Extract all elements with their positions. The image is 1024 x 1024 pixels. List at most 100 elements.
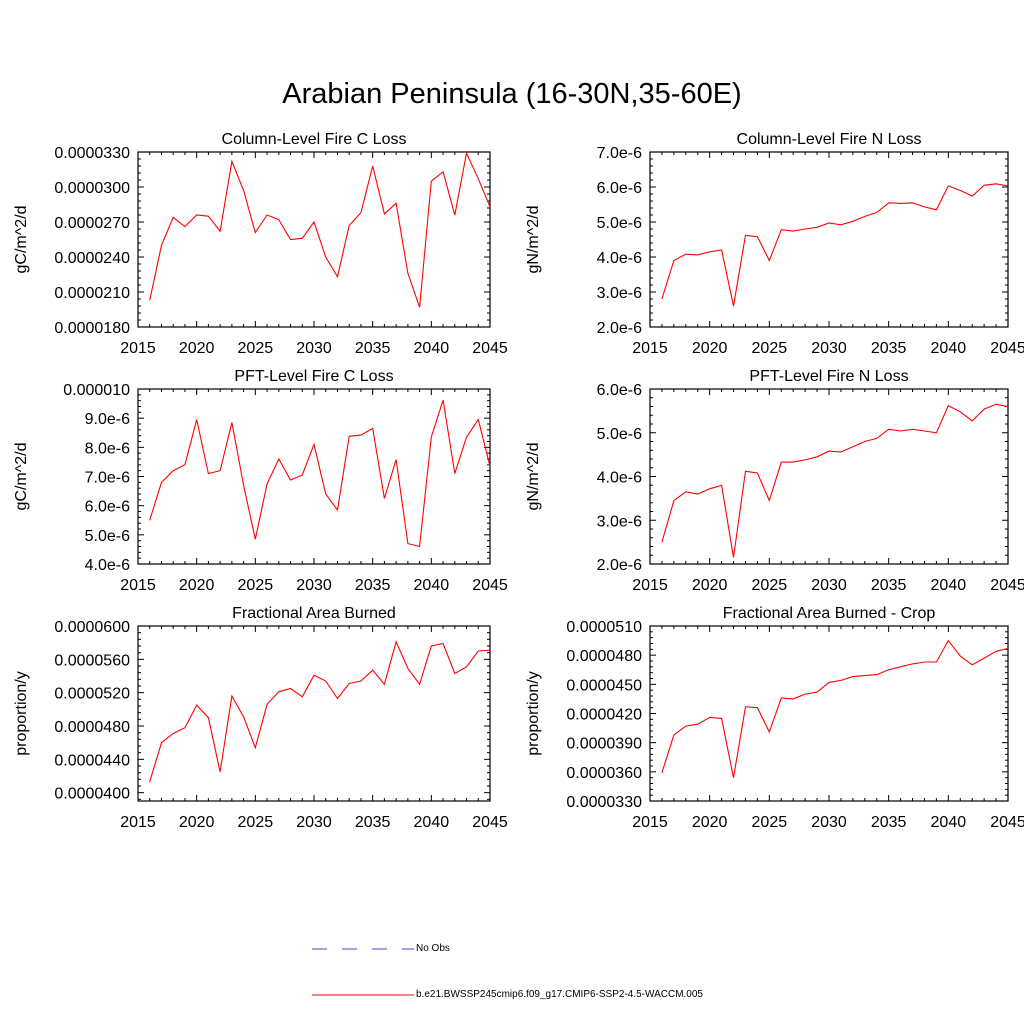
chart-title: PFT-Level Fire C Loss — [234, 368, 393, 385]
x-tick-label: 2030 — [296, 340, 332, 357]
y-axis-label: gN/m^2/d — [525, 206, 542, 274]
series-line — [149, 399, 491, 548]
x-tick-label: 2020 — [692, 577, 728, 594]
x-tick-label: 2040 — [414, 577, 450, 594]
y-tick-label: 3.0e-6 — [597, 513, 642, 530]
x-tick-label: 2025 — [752, 814, 788, 831]
y-tick-label: 0.0000440 — [54, 752, 130, 769]
y-tick-label: 2.0e-6 — [597, 320, 642, 337]
y-tick-label: 4.0e-6 — [85, 557, 130, 574]
x-tick-label: 2040 — [931, 340, 967, 357]
y-tick-label: 0.0000180 — [54, 320, 130, 337]
legend-swatch-model — [312, 994, 414, 996]
x-tick-label: 2035 — [871, 814, 907, 831]
chart-title: Fractional Area Burned — [232, 605, 396, 622]
y-tick-label: 7.0e-6 — [597, 145, 642, 162]
x-tick-label: 2045 — [990, 814, 1024, 831]
x-tick-label: 2020 — [692, 340, 728, 357]
y-tick-label: 6.0e-6 — [597, 382, 642, 399]
x-tick-label: 2035 — [355, 577, 391, 594]
x-tick-label: 2025 — [238, 577, 274, 594]
x-tick-label: 2030 — [811, 814, 847, 831]
chart-title: Fractional Area Burned - Crop — [723, 605, 936, 622]
y-tick-label: 0.0000480 — [54, 719, 130, 736]
x-tick-label: 2015 — [632, 577, 668, 594]
x-tick-label: 2045 — [472, 340, 508, 357]
y-tick-label: 5.0e-6 — [85, 528, 130, 545]
y-tick-label: 0.0000330 — [54, 145, 130, 162]
x-tick-label: 2040 — [414, 340, 450, 357]
x-tick-label: 2020 — [692, 814, 728, 831]
panel-3: PFT-Level Fire C Loss gC/m^2/d 2015 2020 202… — [13, 368, 508, 594]
y-axis-label: proportion/y — [525, 671, 542, 756]
y-tick-label: 0.0000400 — [54, 786, 130, 803]
chart-title: Column-Level Fire C Loss — [222, 131, 407, 148]
y-axis-label: gC/m^2/d — [13, 443, 30, 511]
y-tick-label: 0.0000600 — [54, 619, 130, 636]
x-tick-label: 2035 — [871, 577, 907, 594]
x-tick-label: 2030 — [296, 814, 332, 831]
plot-frame — [137, 388, 491, 565]
y-tick-label: 2.0e-6 — [597, 557, 642, 574]
x-tick-label: 2025 — [238, 340, 274, 357]
panel-4: PFT-Level Fire N Loss gN/m^2/d 2015 2020 202… — [525, 368, 1024, 594]
x-tick-label: 2040 — [931, 577, 967, 594]
x-tick-label: 2045 — [990, 577, 1024, 594]
y-tick-label: 0.0000480 — [566, 648, 642, 665]
y-axis-label: gN/m^2/d — [525, 443, 542, 511]
x-tick-label: 2015 — [120, 814, 156, 831]
x-tick-label: 2015 — [120, 577, 156, 594]
chart-title: Column-Level Fire N Loss — [737, 131, 922, 148]
x-tick-label: 2045 — [990, 340, 1024, 357]
x-tick-label: 2035 — [871, 340, 907, 357]
plot-frame — [137, 625, 491, 802]
panel-5: Fractional Area Burned proportion/y 2015 20… — [13, 605, 508, 831]
x-tick-label: 2030 — [811, 340, 847, 357]
y-tick-label: 6.0e-6 — [85, 499, 130, 516]
y-tick-label: 4.0e-6 — [597, 250, 642, 267]
y-tick-label: 0.0000510 — [566, 619, 642, 636]
y-tick-label: 0.0000520 — [54, 686, 130, 703]
x-tick-label: 2030 — [296, 577, 332, 594]
y-tick-label: 0.0000270 — [54, 215, 130, 232]
y-tick-label: 0.0000210 — [54, 285, 130, 302]
y-tick-label: 7.0e-6 — [85, 470, 130, 487]
series-line — [149, 151, 491, 308]
plot-frame — [649, 151, 1009, 328]
x-tick-label: 2020 — [179, 577, 215, 594]
panel-1: Column-Level Fire C Loss gC/m^2/d 2015 2020… — [13, 131, 508, 357]
y-tick-label: 8.0e-6 — [85, 440, 130, 457]
plot-frame — [649, 388, 1009, 565]
y-tick-label: 3.0e-6 — [597, 285, 642, 302]
y-axis-label: gC/m^2/d — [13, 206, 30, 274]
y-tick-label: 0.0000450 — [566, 677, 642, 694]
series-line — [661, 639, 1009, 778]
legend-swatch-no-obs — [312, 948, 414, 950]
legend-label-no-obs: No Obs — [416, 943, 450, 954]
y-tick-label: 0.0000420 — [566, 707, 642, 724]
figure-title: Arabian Peninsula (16-30N,35-60E) — [282, 78, 742, 110]
panel-2: Column-Level Fire N Loss gN/m^2/d 2015 2020… — [525, 131, 1024, 357]
y-tick-label: 6.0e-6 — [597, 180, 642, 197]
x-tick-label: 2025 — [752, 340, 788, 357]
y-tick-label: 0.0000360 — [566, 765, 642, 782]
x-tick-label: 2035 — [355, 340, 391, 357]
x-tick-label: 2040 — [931, 814, 967, 831]
y-tick-label: 0.0000300 — [54, 180, 130, 197]
x-tick-label: 2015 — [632, 814, 668, 831]
y-tick-label: 0.0000560 — [54, 652, 130, 669]
x-tick-label: 2025 — [238, 814, 274, 831]
series-line — [149, 640, 491, 782]
y-tick-label: 5.0e-6 — [597, 426, 642, 443]
x-tick-label: 2035 — [355, 814, 391, 831]
x-tick-label: 2015 — [632, 340, 668, 357]
x-tick-label: 2025 — [752, 577, 788, 594]
legend-label-model: b.e21.BWSSP245cmip6.f09_g17.CMIP6-SSP2-4… — [416, 989, 703, 1000]
panel-6: Fractional Area Burned - Crop proportion/… — [525, 605, 1024, 831]
x-tick-label: 2020 — [179, 340, 215, 357]
plot-frame — [137, 151, 491, 328]
y-tick-label: 0.000010 — [63, 382, 130, 399]
y-tick-label: 9.0e-6 — [85, 411, 130, 428]
series-line — [661, 183, 1009, 307]
